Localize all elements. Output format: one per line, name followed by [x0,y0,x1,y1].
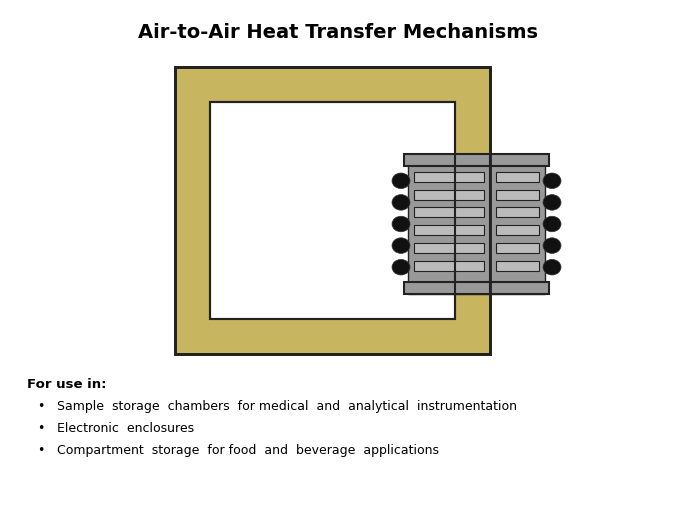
Bar [414,243,484,254]
Text: Air-to-Air Heat Transfer Mechanisms: Air-to-Air Heat Transfer Mechanisms [138,23,537,42]
Ellipse shape [543,217,561,232]
Bar [455,159,490,290]
Text: •: • [37,443,45,456]
Ellipse shape [392,260,410,275]
Ellipse shape [392,174,410,189]
Bar [414,208,484,218]
Bar [210,103,455,319]
Bar [496,208,539,218]
Bar [408,155,490,294]
Text: Electronic  enclosures: Electronic enclosures [57,421,194,434]
Ellipse shape [543,260,561,275]
Bar [175,68,490,355]
Text: •: • [37,399,45,412]
Ellipse shape [543,195,561,211]
Bar [496,226,539,236]
Bar [414,226,484,236]
Bar [496,243,539,254]
Bar [175,68,490,355]
Bar [496,261,539,271]
Ellipse shape [543,238,561,254]
Ellipse shape [392,217,410,232]
Ellipse shape [392,195,410,211]
Bar [496,173,539,182]
Bar [404,282,549,294]
Bar [414,261,484,271]
Bar [404,155,549,167]
Bar [210,103,455,319]
Text: •: • [37,421,45,434]
Ellipse shape [392,238,410,254]
Bar [414,173,484,182]
Bar [414,190,484,200]
Text: For use in:: For use in: [27,377,107,390]
Ellipse shape [543,174,561,189]
Text: Compartment  storage  for food  and  beverage  applications: Compartment storage for food and beverag… [57,443,439,456]
Text: Sample  storage  chambers  for medical  and  analytical  instrumentation: Sample storage chambers for medical and … [57,399,517,412]
Bar [496,190,539,200]
Bar [490,155,545,294]
